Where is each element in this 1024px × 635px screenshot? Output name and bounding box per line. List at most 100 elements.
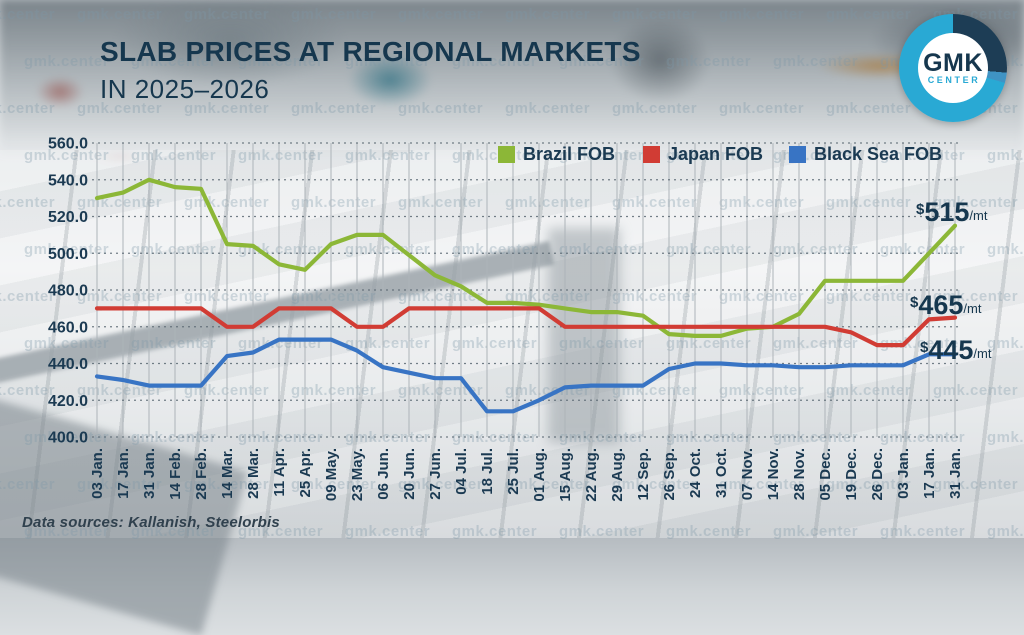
watermark-text: gmk.center [559, 523, 645, 540]
watermark-text: gmk.center [612, 100, 698, 117]
end-value-number: 465 [918, 290, 964, 320]
legend-swatch-brazil [498, 146, 515, 163]
watermark-text: gmk.center [773, 53, 859, 70]
legend-item-japan: Japan FOB [643, 144, 763, 165]
watermark-text: gmk.center [719, 6, 805, 23]
gmk-center-logo: GMK CENTER [899, 14, 1007, 122]
watermark-text: gmk.center [773, 241, 859, 258]
end-value-number: 515 [924, 197, 970, 227]
watermark-text: gmk.center [24, 241, 110, 258]
watermark-text: gmk.center [345, 53, 431, 70]
watermark-text: gmk.center [880, 523, 966, 540]
watermark-text: gmk.center [826, 194, 912, 211]
watermark-text: gmk.center [184, 194, 270, 211]
watermark-text: gmk.center [0, 476, 56, 493]
watermark-text: gmk.center [398, 6, 484, 23]
watermark-text: gmk.center [452, 523, 538, 540]
watermark-text: gmk.center [77, 288, 163, 305]
watermark-text: gmk.center [987, 335, 1024, 352]
watermark-text: gmk.center [505, 194, 591, 211]
watermark-text: gmk.center [77, 382, 163, 399]
watermark-text: gmk.center [131, 523, 217, 540]
watermark-text: gmk.center [291, 6, 377, 23]
watermark-text: gmk.center [238, 429, 324, 446]
watermark-text: gmk.center [131, 53, 217, 70]
watermark-text: gmk.center [719, 194, 805, 211]
watermark-text: gmk.center [398, 100, 484, 117]
watermark-text: gmk.center [505, 382, 591, 399]
watermark-text: gmk.center [880, 241, 966, 258]
logo-text-gmk: GMK [923, 49, 983, 77]
watermark-text: gmk.center [612, 6, 698, 23]
watermark-text: gmk.center [666, 241, 752, 258]
watermark-text: gmk.center [24, 429, 110, 446]
watermark-text: gmk.center [345, 147, 431, 164]
watermark-text: gmk.center [880, 147, 966, 164]
watermark-text: gmk.center [238, 335, 324, 352]
logo-text-center: CENTER [927, 75, 981, 85]
watermark-text: gmk.center [612, 476, 698, 493]
watermark-text: gmk.center [131, 241, 217, 258]
watermark-text: gmk.center [238, 241, 324, 258]
gmk-center-logo-inner: GMK CENTER [918, 33, 988, 103]
watermark-text: gmk.center [719, 100, 805, 117]
end-value-black-sea: $445/mt [920, 335, 992, 365]
watermark-text: gmk.center [184, 100, 270, 117]
watermark-text: gmk.center [826, 382, 912, 399]
watermark-text: gmk.center [77, 194, 163, 211]
watermark-text: gmk.center [933, 476, 1019, 493]
watermark-text: gmk.center [612, 288, 698, 305]
watermark-text: gmk.center [291, 194, 377, 211]
watermark-text: gmk.center [826, 476, 912, 493]
watermark-text: gmk.center [24, 147, 110, 164]
watermark-text: gmk.center [345, 523, 431, 540]
end-value-unit: /mt [969, 208, 988, 223]
currency-sign: $ [910, 294, 919, 311]
watermark-text: gmk.center [719, 382, 805, 399]
legend-item-black-sea: Black Sea FOB [789, 144, 942, 165]
watermark-text: gmk.center [0, 6, 56, 23]
watermark-text: gmk.center [291, 382, 377, 399]
watermark-text: gmk.center [559, 241, 645, 258]
legend-swatch-black-sea [789, 146, 806, 163]
watermark-text: gmk.center [131, 429, 217, 446]
watermark-text: gmk.center [238, 523, 324, 540]
currency-sign: $ [920, 339, 929, 356]
legend-label-brazil: Brazil FOB [523, 144, 616, 164]
watermark-text: gmk.center [880, 429, 966, 446]
watermark-text: gmk.center [987, 429, 1024, 446]
watermark-text: gmk.center [719, 476, 805, 493]
watermark-text: gmk.center [505, 100, 591, 117]
end-value-japan: $465/mt [910, 290, 981, 320]
watermark-text: gmk.center [184, 382, 270, 399]
watermark-text: gmk.center [826, 6, 912, 23]
watermark-text: gmk.center [505, 288, 591, 305]
watermark-text: gmk.center [666, 429, 752, 446]
watermark-text: gmk.center [987, 147, 1024, 164]
end-value-number: 445 [928, 335, 974, 365]
legend-label-black-sea: Black Sea FOB [814, 144, 943, 164]
watermark-text: gmk.center [0, 194, 56, 211]
watermark-text: gmk.center [291, 288, 377, 305]
watermark-text: gmk.center [77, 6, 163, 23]
legend-label-japan: Japan FOB [668, 144, 764, 164]
watermark-text: gmk.center [24, 53, 110, 70]
watermark-text: gmk.center [987, 523, 1024, 540]
watermark-text: gmk.center [826, 100, 912, 117]
watermark-text: gmk.center [345, 241, 431, 258]
watermark-text: gmk.center [398, 194, 484, 211]
legend-swatch-japan [643, 146, 660, 163]
watermark-text: gmk.center [666, 53, 752, 70]
watermark-text: gmk.center [666, 335, 752, 352]
watermark-text: gmk.center [398, 382, 484, 399]
watermark-text: gmk.center [184, 476, 270, 493]
watermark-text: gmk.center [345, 429, 431, 446]
end-value-unit: /mt [973, 346, 992, 361]
watermark-text: gmk.center [773, 429, 859, 446]
watermark-text: gmk.center [987, 241, 1024, 258]
watermark-text: gmk.center [238, 53, 324, 70]
watermark-text: gmk.center [131, 147, 217, 164]
watermark-text: gmk.center [24, 335, 110, 352]
watermark-text: gmk.center [184, 6, 270, 23]
end-value-brazil: $515/mt [916, 197, 988, 227]
